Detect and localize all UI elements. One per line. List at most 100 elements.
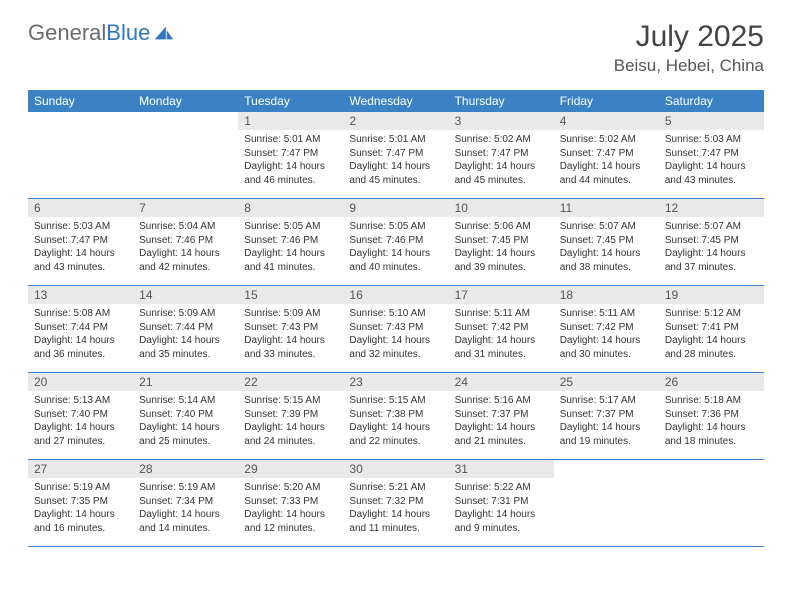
calendar-week-row: 20Sunrise: 5:13 AMSunset: 7:40 PMDayligh… [28,373,764,460]
sunrise-line: Sunrise: 5:01 AM [244,133,337,147]
weekday-header: Wednesday [343,90,448,112]
sunrise-line: Sunrise: 5:20 AM [244,481,337,495]
day-number: 13 [28,286,133,304]
sunset-line: Sunset: 7:31 PM [455,495,548,509]
day-number: 18 [554,286,659,304]
day-number: 22 [238,373,343,391]
day-number: 14 [133,286,238,304]
calendar-day-cell: 21Sunrise: 5:14 AMSunset: 7:40 PMDayligh… [133,373,238,460]
daylight-line: Daylight: 14 hours and 33 minutes. [244,334,337,361]
day-body: Sunrise: 5:07 AMSunset: 7:45 PMDaylight:… [659,217,764,278]
sunset-line: Sunset: 7:47 PM [349,147,442,161]
sunset-line: Sunset: 7:46 PM [139,234,232,248]
day-body: Sunrise: 5:03 AMSunset: 7:47 PMDaylight:… [28,217,133,278]
sunrise-line: Sunrise: 5:21 AM [349,481,442,495]
calendar-day-cell: 31Sunrise: 5:22 AMSunset: 7:31 PMDayligh… [449,460,554,547]
calendar-day-cell: 27Sunrise: 5:19 AMSunset: 7:35 PMDayligh… [28,460,133,547]
sunset-line: Sunset: 7:42 PM [455,321,548,335]
sunrise-line: Sunrise: 5:13 AM [34,394,127,408]
month-title: July 2025 [614,20,764,54]
calendar-day-cell: 5Sunrise: 5:03 AMSunset: 7:47 PMDaylight… [659,112,764,199]
day-body: Sunrise: 5:12 AMSunset: 7:41 PMDaylight:… [659,304,764,365]
sunrise-line: Sunrise: 5:02 AM [455,133,548,147]
calendar-body: ..1Sunrise: 5:01 AMSunset: 7:47 PMDaylig… [28,112,764,547]
sunset-line: Sunset: 7:45 PM [665,234,758,248]
weekday-header: Sunday [28,90,133,112]
day-number: 17 [449,286,554,304]
daylight-line: Daylight: 14 hours and 19 minutes. [560,421,653,448]
daylight-line: Daylight: 14 hours and 31 minutes. [455,334,548,361]
sunrise-line: Sunrise: 5:16 AM [455,394,548,408]
calendar-day-cell: 25Sunrise: 5:17 AMSunset: 7:37 PMDayligh… [554,373,659,460]
day-number: 8 [238,199,343,217]
calendar-day-cell: 24Sunrise: 5:16 AMSunset: 7:37 PMDayligh… [449,373,554,460]
sunset-line: Sunset: 7:47 PM [244,147,337,161]
day-number: 12 [659,199,764,217]
sunrise-line: Sunrise: 5:04 AM [139,220,232,234]
sunset-line: Sunset: 7:40 PM [139,408,232,422]
brand-part1: General [28,20,106,46]
calendar-day-cell: 28Sunrise: 5:19 AMSunset: 7:34 PMDayligh… [133,460,238,547]
day-body: Sunrise: 5:13 AMSunset: 7:40 PMDaylight:… [28,391,133,452]
calendar-day-cell: 2Sunrise: 5:01 AMSunset: 7:47 PMDaylight… [343,112,448,199]
sunrise-line: Sunrise: 5:09 AM [244,307,337,321]
sunrise-line: Sunrise: 5:10 AM [349,307,442,321]
day-body: Sunrise: 5:03 AMSunset: 7:47 PMDaylight:… [659,130,764,191]
day-number: 16 [343,286,448,304]
sunrise-line: Sunrise: 5:19 AM [139,481,232,495]
calendar-day-cell: 9Sunrise: 5:05 AMSunset: 7:46 PMDaylight… [343,199,448,286]
daylight-line: Daylight: 14 hours and 40 minutes. [349,247,442,274]
calendar-week-row: 13Sunrise: 5:08 AMSunset: 7:44 PMDayligh… [28,286,764,373]
sunset-line: Sunset: 7:46 PM [244,234,337,248]
day-number: 30 [343,460,448,478]
weekday-header: Friday [554,90,659,112]
day-body: Sunrise: 5:19 AMSunset: 7:35 PMDaylight:… [28,478,133,539]
day-number: 20 [28,373,133,391]
daylight-line: Daylight: 14 hours and 45 minutes. [455,160,548,187]
sunset-line: Sunset: 7:43 PM [349,321,442,335]
daylight-line: Daylight: 14 hours and 25 minutes. [139,421,232,448]
calendar-day-cell: 20Sunrise: 5:13 AMSunset: 7:40 PMDayligh… [28,373,133,460]
day-body: Sunrise: 5:20 AMSunset: 7:33 PMDaylight:… [238,478,343,539]
calendar-day-cell: 1Sunrise: 5:01 AMSunset: 7:47 PMDaylight… [238,112,343,199]
weekday-header: Thursday [449,90,554,112]
sunset-line: Sunset: 7:38 PM [349,408,442,422]
day-body: Sunrise: 5:14 AMSunset: 7:40 PMDaylight:… [133,391,238,452]
daylight-line: Daylight: 14 hours and 24 minutes. [244,421,337,448]
daylight-line: Daylight: 14 hours and 35 minutes. [139,334,232,361]
calendar-day-cell: 30Sunrise: 5:21 AMSunset: 7:32 PMDayligh… [343,460,448,547]
sunset-line: Sunset: 7:47 PM [455,147,548,161]
sunrise-line: Sunrise: 5:06 AM [455,220,548,234]
title-block: July 2025 Beisu, Hebei, China [614,20,764,76]
calendar-day-cell: 16Sunrise: 5:10 AMSunset: 7:43 PMDayligh… [343,286,448,373]
daylight-line: Daylight: 14 hours and 38 minutes. [560,247,653,274]
day-body: Sunrise: 5:17 AMSunset: 7:37 PMDaylight:… [554,391,659,452]
calendar-day-cell: 11Sunrise: 5:07 AMSunset: 7:45 PMDayligh… [554,199,659,286]
sunset-line: Sunset: 7:39 PM [244,408,337,422]
calendar-day-cell: 15Sunrise: 5:09 AMSunset: 7:43 PMDayligh… [238,286,343,373]
sunrise-line: Sunrise: 5:18 AM [665,394,758,408]
calendar-day-cell: 3Sunrise: 5:02 AMSunset: 7:47 PMDaylight… [449,112,554,199]
day-body: Sunrise: 5:05 AMSunset: 7:46 PMDaylight:… [343,217,448,278]
daylight-line: Daylight: 14 hours and 16 minutes. [34,508,127,535]
daylight-line: Daylight: 14 hours and 42 minutes. [139,247,232,274]
calendar-day-cell: 10Sunrise: 5:06 AMSunset: 7:45 PMDayligh… [449,199,554,286]
weekday-header: Saturday [659,90,764,112]
daylight-line: Daylight: 14 hours and 46 minutes. [244,160,337,187]
day-body: Sunrise: 5:09 AMSunset: 7:43 PMDaylight:… [238,304,343,365]
calendar-day-cell: 8Sunrise: 5:05 AMSunset: 7:46 PMDaylight… [238,199,343,286]
day-number: 28 [133,460,238,478]
day-number: 7 [133,199,238,217]
calendar-day-cell: 13Sunrise: 5:08 AMSunset: 7:44 PMDayligh… [28,286,133,373]
day-number: 27 [28,460,133,478]
sunrise-line: Sunrise: 5:09 AM [139,307,232,321]
daylight-line: Daylight: 14 hours and 21 minutes. [455,421,548,448]
daylight-line: Daylight: 14 hours and 43 minutes. [34,247,127,274]
sunset-line: Sunset: 7:43 PM [244,321,337,335]
sail-icon [153,24,175,42]
calendar-day-cell: 14Sunrise: 5:09 AMSunset: 7:44 PMDayligh… [133,286,238,373]
day-body: Sunrise: 5:21 AMSunset: 7:32 PMDaylight:… [343,478,448,539]
daylight-line: Daylight: 14 hours and 28 minutes. [665,334,758,361]
sunrise-line: Sunrise: 5:07 AM [665,220,758,234]
daylight-line: Daylight: 14 hours and 30 minutes. [560,334,653,361]
